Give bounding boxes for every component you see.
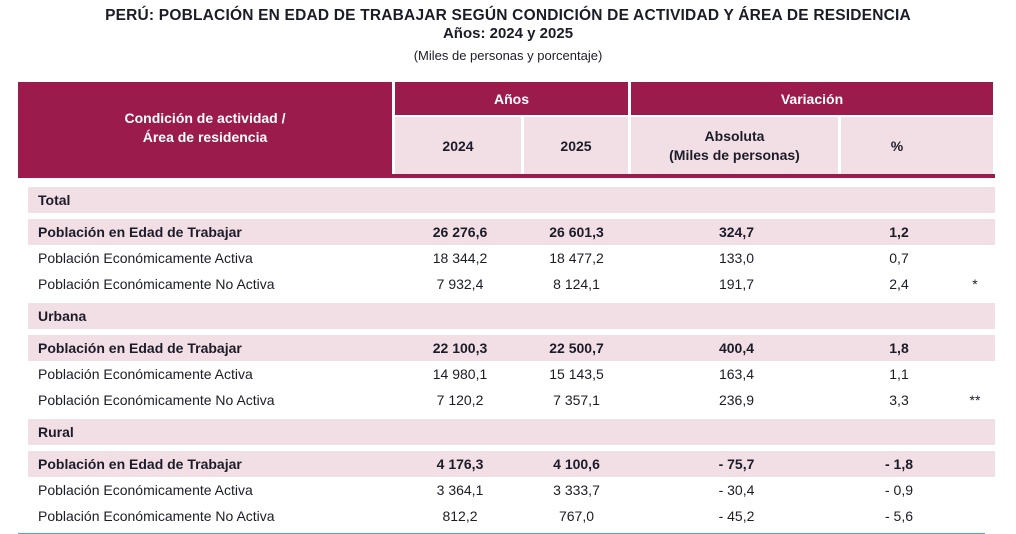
cell-absoluta: 163,4	[718, 366, 755, 382]
page: PERÚ: POBLACIÓN EN EDAD DE TRABAJAR SEGÚ…	[0, 7, 1016, 534]
cell-pct: - 1,8	[884, 456, 913, 472]
row-label: Población Económicamente No Activa	[38, 276, 275, 292]
cell-absoluta: 236,9	[718, 392, 755, 408]
page-title: PERÚ: POBLACIÓN EN EDAD DE TRABAJAR SEGÚ…	[105, 7, 911, 24]
cell-note: **	[969, 392, 981, 408]
section-row-urbana: Urbana	[28, 303, 995, 329]
page-subtitle: Años: 2024 y 2025	[442, 25, 574, 42]
cell-2025: 15 143,5	[549, 366, 604, 382]
table-header: Condición de actividad / Área de residen…	[18, 82, 995, 178]
header-2025-cell: 2025	[524, 117, 628, 174]
row-label: Población en Edad de Trabajar	[38, 224, 242, 240]
table-row: Población Económicamente Activa 3 364,1 …	[28, 477, 995, 503]
cell-absoluta: 324,7	[718, 224, 755, 240]
header-absoluta-cell: Absoluta (Miles de personas)	[631, 117, 838, 174]
cell-2024: 18 344,2	[432, 250, 488, 266]
cell-2024: 4 176,3	[436, 456, 484, 472]
cell-pct: 1,8	[889, 340, 909, 356]
cell-absoluta: 400,4	[718, 340, 755, 356]
header-2024-cell: 2024	[395, 117, 521, 174]
cell-2025: 3 333,7	[553, 482, 600, 498]
cell-2024: 7 120,2	[436, 392, 484, 408]
cell-2025: 4 100,6	[553, 456, 600, 472]
table-row: Población Económicamente Activa 14 980,1…	[28, 361, 995, 387]
cell-2024: 812,2	[442, 508, 478, 524]
cell-pct: 0,7	[889, 250, 909, 266]
cell-pct: 2,4	[889, 276, 909, 292]
header-pct-cell: %	[841, 117, 993, 174]
cell-absoluta: - 45,2	[718, 508, 755, 524]
page-caption: (Miles de personas y porcentaje)	[413, 48, 603, 63]
cell-2025: 7 357,1	[553, 392, 600, 408]
cell-2024: 22 100,3	[432, 340, 488, 356]
cell-2024: 7 932,4	[436, 276, 484, 292]
cell-2025: 26 601,3	[549, 224, 604, 240]
row-label: Población en Edad de Trabajar	[38, 456, 242, 472]
row-label: Población en Edad de Trabajar	[38, 340, 242, 356]
table-row: Población Económicamente No Activa 7 932…	[28, 271, 995, 297]
data-table: Condición de actividad / Área de residen…	[18, 82, 995, 534]
row-label: Población Económicamente No Activa	[38, 392, 275, 408]
table-row: Población Económicamente No Activa 812,2…	[28, 503, 995, 529]
cell-pct: - 5,6	[884, 508, 913, 524]
row-label: Población Económicamente Activa	[38, 250, 253, 266]
cell-pct: - 0,9	[884, 482, 913, 498]
cell-absoluta: - 75,7	[718, 456, 755, 472]
table-row: Población en Edad de Trabajar 4 176,3 4 …	[28, 451, 995, 477]
cell-2025: 22 500,7	[549, 340, 604, 356]
row-label: Población Económicamente Activa	[38, 366, 253, 382]
cell-absoluta: 191,7	[718, 276, 755, 292]
table-row: Población en Edad de Trabajar 26 276,6 2…	[28, 219, 995, 245]
cell-2024: 3 364,1	[436, 482, 484, 498]
cell-2024: 26 276,6	[432, 224, 488, 240]
cell-absoluta: - 30,4	[718, 482, 755, 498]
cell-2025: 8 124,1	[553, 276, 600, 292]
cell-2025: 767,0	[558, 508, 595, 524]
table-row: Población Económicamente Activa 18 344,2…	[28, 245, 995, 271]
row-label: Población Económicamente Activa	[38, 482, 253, 498]
cell-pct: 1,1	[889, 366, 909, 382]
cell-2025: 18 477,2	[549, 250, 604, 266]
table-row: Población en Edad de Trabajar 22 100,3 2…	[28, 335, 995, 361]
row-label: Población Económicamente No Activa	[38, 508, 275, 524]
header-anos-cell: Años	[395, 82, 628, 115]
cell-absoluta: 133,0	[718, 250, 755, 266]
cell-note: *	[972, 276, 978, 292]
cell-2024: 14 980,1	[432, 366, 488, 382]
section-row-rural: Rural	[28, 419, 995, 445]
header-variacion-cell: Variación	[631, 82, 993, 115]
section-row-total: Total	[28, 187, 995, 213]
cell-pct: 3,3	[889, 392, 909, 408]
table-row: Población Económicamente No Activa 7 120…	[28, 387, 995, 413]
cell-pct: 1,2	[889, 224, 909, 240]
table-body: Total Población en Edad de Trabajar 26 2…	[28, 187, 995, 529]
header-stub-cell: Condición de actividad / Área de residen…	[18, 82, 392, 174]
